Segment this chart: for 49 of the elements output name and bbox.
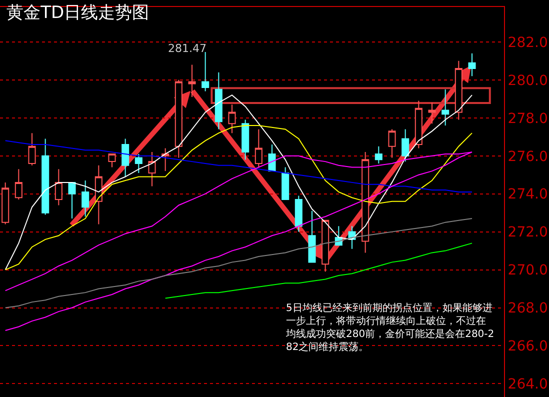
candlestick [242, 119, 250, 160]
candlestick [374, 146, 382, 164]
y-tick-label: 268.0 [508, 300, 548, 317]
candlestick [428, 102, 436, 124]
candlestick [174, 79, 182, 158]
candlestick [468, 52, 476, 77]
candlestick [268, 144, 276, 172]
candlestick [94, 164, 102, 225]
candlestick [254, 128, 262, 168]
candlestick [322, 220, 330, 272]
candlestick [14, 168, 22, 200]
line-series [4, 124, 472, 270]
annotation: 281.47 [168, 42, 206, 55]
line-series [4, 94, 472, 270]
candlestick [202, 52, 210, 92]
candlestick [42, 138, 50, 216]
candlestick [388, 128, 396, 158]
candlestick [188, 64, 196, 98]
candlestick [282, 166, 290, 200]
candlestick [108, 153, 116, 168]
candlestick [454, 60, 462, 120]
candlestick [82, 180, 90, 218]
y-tick-label: 270.0 [508, 262, 548, 279]
candlestick [122, 138, 130, 178]
candlestick [414, 100, 422, 149]
candlestick [148, 152, 156, 187]
y-tick-label: 278.0 [508, 110, 548, 127]
y-tick-label: 274.0 [508, 186, 548, 203]
candlestick [308, 210, 316, 263]
candlestick [54, 168, 62, 206]
candlestick [134, 153, 142, 174]
y-tick-label: 280.0 [508, 72, 548, 89]
candlestick [294, 195, 302, 232]
y-tick-label: 266.0 [508, 338, 548, 355]
candlestick [214, 72, 222, 130]
candlestick [362, 152, 370, 254]
line-series [164, 242, 472, 299]
y-tick-label: 276.0 [508, 148, 548, 165]
candlestick [402, 128, 410, 162]
y-tick-label: 264.0 [508, 376, 548, 393]
chart-title: 黄金TD日线走势图 [6, 2, 150, 23]
y-tick-label: 282.0 [508, 34, 548, 51]
candlestick [68, 182, 76, 220]
y-tick-label: 272.0 [508, 224, 548, 241]
candlestick [442, 88, 450, 126]
line-series [4, 140, 472, 192]
candlestick [228, 104, 236, 134]
candlestick [28, 132, 36, 166]
candlestick [162, 148, 170, 172]
